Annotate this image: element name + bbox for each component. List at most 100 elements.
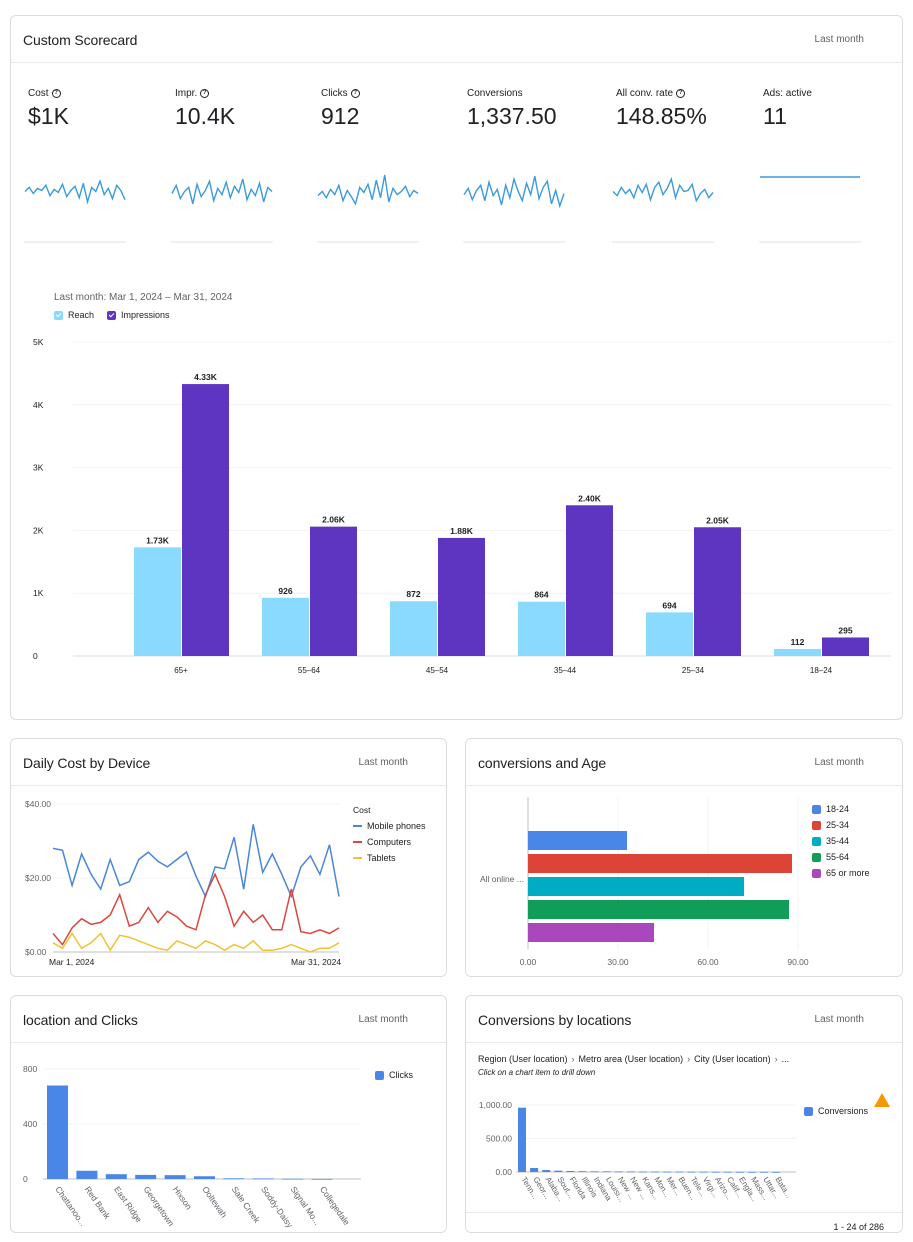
- legend-swatch: [812, 820, 821, 830]
- bar-reach-45-54: [390, 601, 437, 656]
- metric-all-conv-rate[interactable]: All conv. rate? 148.85%: [616, 86, 756, 130]
- legend-clicks-swatch: [375, 1070, 384, 1080]
- legend-swatch: [812, 868, 821, 878]
- bar-reach-25-34: [646, 612, 693, 656]
- conv-loc-chart[interactable]: 0.00500.001,000.00Tenn...Geor...Alaba...…: [466, 996, 903, 1233]
- metric-label: Impr.?: [175, 86, 315, 100]
- legend-reach[interactable]: Reach: [54, 310, 94, 320]
- bar-collegedale: [311, 1178, 333, 1180]
- loc-clicks-period[interactable]: Last month: [358, 1014, 408, 1025]
- sparkline-line: [463, 175, 565, 209]
- x-tick-label: 45–54: [426, 666, 449, 675]
- metric-clicks[interactable]: Clicks? 912: [321, 86, 461, 130]
- data-label: 872: [406, 589, 420, 599]
- breadcrumb-chevron-icon: ›: [687, 1054, 691, 1064]
- loc-clicks-chart[interactable]: 0 400 800 Chattanoo...Red Bank East RidgeGeo…: [11, 996, 447, 1233]
- legend-age-18-24[interactable]: 18-24: [812, 804, 849, 814]
- pagination-label[interactable]: 1 - 24 of 286: [833, 1222, 884, 1232]
- metric-impr[interactable]: Impr.? 10.4K: [175, 86, 315, 130]
- metric-value: 912: [321, 103, 360, 129]
- bar-virgi-15: [699, 1171, 708, 1173]
- warning-icon[interactable]: [873, 1092, 891, 1108]
- bar-new-8: [614, 1171, 623, 1173]
- legend-clicks[interactable]: Clicks: [375, 1070, 413, 1080]
- legend-impressions-label: Impressions: [121, 310, 170, 320]
- legend-reach-label: Reach: [68, 310, 95, 320]
- help-icon[interactable]: ?: [350, 88, 360, 98]
- bar-alaba-2: [542, 1169, 551, 1172]
- breadcrumb-region[interactable]: Region (User location): [478, 1054, 568, 1064]
- drilldown-hint: Click on a chart item to drill down: [478, 1068, 596, 1077]
- line-tablets: [52, 932, 340, 953]
- y-tick-label: 2K: [33, 525, 44, 535]
- metric-value: 10.4K: [175, 103, 236, 129]
- bar-uttar-20: [760, 1171, 768, 1173]
- legend-tablets[interactable]: Tablets: [353, 853, 396, 863]
- help-icon[interactable]: ?: [51, 88, 61, 98]
- legend-conversions[interactable]: Conversions: [804, 1106, 868, 1116]
- breadcrumb-metro[interactable]: Metro area (User location): [578, 1054, 684, 1064]
- metric-value: 11: [763, 103, 787, 129]
- legend-computers[interactable]: Computers: [353, 837, 411, 847]
- legend-line-swatch: [353, 857, 362, 859]
- help-icon[interactable]: ?: [200, 88, 210, 98]
- x-tick-label: East Ridge: [112, 1184, 144, 1224]
- bar-red-bank: [76, 1170, 98, 1179]
- help-icon[interactable]: ?: [676, 88, 686, 98]
- reach-impressions-chart[interactable]: 0 1K 2K 3K 4K 5K 1.73K 4.33K 65+ 926 2.06K 55–64 872…: [11, 16, 903, 720]
- x-tick-label: Chattanoo...: [53, 1184, 88, 1228]
- legend-swatch: [812, 804, 821, 814]
- legend-age-35-44[interactable]: 35-44: [812, 836, 849, 846]
- legend-age-65-or-more[interactable]: 65 or more: [812, 868, 870, 878]
- scorecard-period[interactable]: Last month: [814, 34, 864, 45]
- loc-clicks-header: location and Clicks Last month: [11, 996, 446, 1043]
- bar-impressions-65: [182, 384, 229, 656]
- bar-geor-1: [530, 1167, 539, 1172]
- metric-label-text: All conv. rate: [616, 87, 674, 99]
- metric-label: Clicks?: [321, 86, 461, 100]
- data-label: 864: [534, 590, 548, 600]
- loc-clicks-title: location and Clicks: [23, 1012, 138, 1028]
- bar-georgetown: [135, 1174, 157, 1179]
- breadcrumb-more[interactable]: ...: [781, 1054, 790, 1064]
- bar-mass-19: [747, 1171, 756, 1173]
- conv-loc-period[interactable]: Last month: [814, 1014, 864, 1025]
- y-tick-label: 800: [23, 1064, 37, 1074]
- bar-florida-4: [566, 1170, 575, 1172]
- drilldown-breadcrumb: Region (User location) › Metro area (Use…: [478, 1054, 789, 1064]
- conv-age-chart[interactable]: 0.00 30.00 60.00 90.00: [466, 739, 903, 977]
- metric-cost[interactable]: Cost? $1K: [28, 86, 168, 130]
- breadcrumb-city[interactable]: City (User location): [694, 1054, 771, 1064]
- breadcrumb-chevron-icon: ›: [774, 1054, 778, 1064]
- metric-conversions[interactable]: Conversions 1,337.50: [467, 86, 607, 130]
- legend-line-swatch: [353, 841, 362, 843]
- bar-soddy-daisy: [252, 1178, 274, 1180]
- sparkline-line: [24, 179, 126, 205]
- conv-loc-title: Conversions by locations: [478, 1012, 632, 1028]
- metric-ads-active[interactable]: Ads: active 11: [763, 86, 902, 130]
- metric-label-text: Ads: active: [763, 87, 812, 99]
- x-tick-label: 35–44: [554, 666, 577, 675]
- legend-age-25-34[interactable]: 25-34: [812, 820, 849, 830]
- bar-illinois-5: [578, 1171, 587, 1172]
- x-tick-label: Sale Creek: [230, 1184, 263, 1225]
- metric-value: 1,337.50: [467, 103, 557, 129]
- conv-age-period[interactable]: Last month: [814, 757, 864, 768]
- bar-impressions-18-24: [822, 637, 869, 656]
- metric-value: 148.85%: [616, 103, 707, 129]
- daily-cost-legend-title: Cost: [353, 805, 371, 815]
- legend-impressions[interactable]: Impressions: [107, 310, 170, 320]
- legend-age-55-64[interactable]: 55-64: [812, 852, 849, 862]
- daily-cost-period[interactable]: Last month: [358, 757, 408, 768]
- sparkline-impr: [171, 178, 273, 243]
- legend-mobile-phones[interactable]: Mobile phones: [353, 821, 426, 831]
- legend-label: 65 or more: [826, 868, 870, 878]
- bar-mon-11: [651, 1171, 660, 1173]
- bar-35-44: [528, 877, 744, 896]
- y-tick-label: 4K: [33, 400, 44, 410]
- x-tick-label: Hixson: [171, 1184, 194, 1211]
- bar-indiana-6: [590, 1171, 599, 1173]
- legend-label: Computers: [367, 837, 412, 847]
- y-tick-label: 0.00: [495, 1167, 512, 1177]
- daily-cost-chart[interactable]: $0.00 $20.00 $40.00: [11, 739, 447, 977]
